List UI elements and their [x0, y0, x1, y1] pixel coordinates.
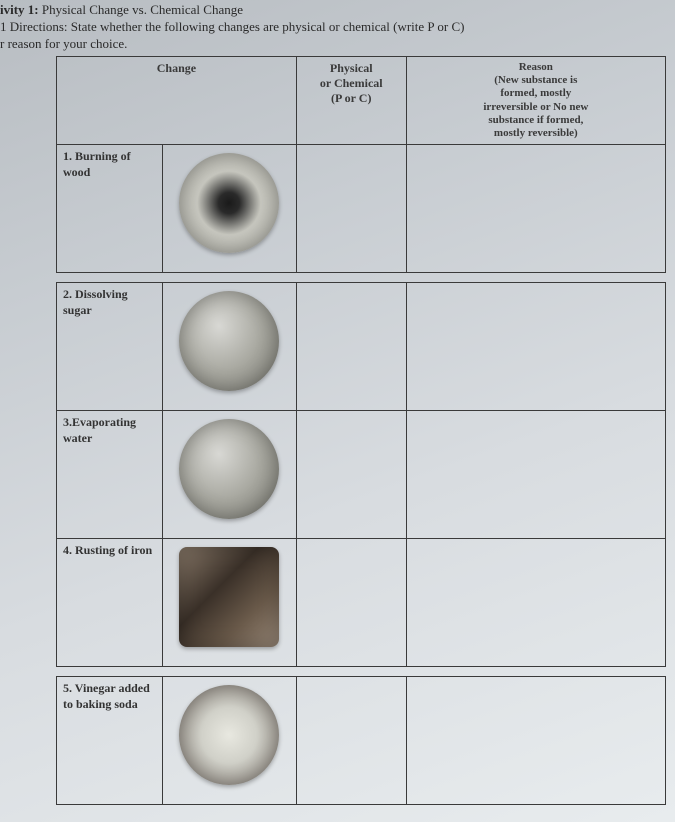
row-label-cell: 4. Rusting of iron: [57, 539, 163, 667]
answer-reason-cell[interactable]: [406, 145, 665, 273]
table-row: 1. Burning of wood: [57, 145, 666, 273]
row-label-cell: 3.Evaporating water: [57, 411, 163, 539]
header-porc: Physical or Chemical (P or C): [296, 57, 406, 145]
row-image-cell: [162, 539, 296, 667]
rusting-iron-image: [179, 547, 279, 647]
row-label-cell: 5. Vinegar added to baking soda: [57, 677, 163, 805]
directions-label: Directions:: [7, 19, 71, 34]
answer-reason-cell[interactable]: [406, 539, 665, 667]
title-prefix: ivity 1:: [0, 2, 39, 17]
directions-text: State whether the following changes are …: [71, 19, 465, 34]
dissolving-sugar-image: [179, 291, 279, 391]
row-image-cell: [162, 677, 296, 805]
row-label: 4. Rusting of iron: [63, 543, 156, 559]
row-label-cell: 1. Burning of wood: [57, 145, 163, 273]
header-change: Change: [57, 57, 297, 145]
answer-porc-cell[interactable]: [296, 145, 406, 273]
answer-reason-cell[interactable]: [406, 411, 665, 539]
porc-line3: (P or C): [303, 91, 400, 106]
header-row: Change Physical or Chemical (P or C) Rea…: [57, 57, 666, 145]
row-label: 5. Vinegar added to baking soda: [63, 681, 156, 712]
title-text: Physical Change vs. Chemical Change: [39, 2, 243, 17]
table-row: 2. Dissolving sugar: [57, 283, 666, 411]
row-image-cell: [162, 411, 296, 539]
gap-row: [57, 667, 666, 677]
burning-wood-image: [179, 153, 279, 253]
row-image-cell: [162, 145, 296, 273]
answer-porc-cell[interactable]: [296, 539, 406, 667]
reason-h5: substance if formed,: [413, 114, 659, 127]
table-row: 5. Vinegar added to baking soda: [57, 677, 666, 805]
reason-h3: formed, mostly: [413, 87, 659, 100]
header-reason: Reason (New substance is formed, mostly …: [406, 57, 665, 145]
row-label: 3.Evaporating water: [63, 415, 156, 446]
porc-line1: Physical: [303, 61, 400, 76]
evaporating-water-image: [179, 419, 279, 519]
answer-porc-cell[interactable]: [296, 677, 406, 805]
row-label: 1. Burning of wood: [63, 149, 156, 180]
answer-reason-cell[interactable]: [406, 283, 665, 411]
directions-line: 1 Directions: State whether the followin…: [0, 18, 675, 35]
worksheet-table: Change Physical or Chemical (P or C) Rea…: [56, 56, 666, 805]
reason-h6: mostly reversible): [413, 127, 659, 140]
vinegar-soda-image: [179, 685, 279, 785]
activity-title: ivity 1: Physical Change vs. Chemical Ch…: [0, 0, 675, 18]
answer-porc-cell[interactable]: [296, 411, 406, 539]
reason-line: r reason for your choice.: [0, 35, 675, 56]
answer-porc-cell[interactable]: [296, 283, 406, 411]
gap-row: [57, 273, 666, 283]
answer-reason-cell[interactable]: [406, 677, 665, 805]
porc-line2: or Chemical: [303, 76, 400, 91]
reason-h1: Reason: [413, 61, 659, 74]
row-label: 2. Dissolving sugar: [63, 287, 156, 318]
table-row: 3.Evaporating water: [57, 411, 666, 539]
row-label-cell: 2. Dissolving sugar: [57, 283, 163, 411]
reason-h4: irreversible or No new: [413, 101, 659, 114]
table-row: 4. Rusting of iron: [57, 539, 666, 667]
reason-h2: (New substance is: [413, 74, 659, 87]
row-image-cell: [162, 283, 296, 411]
